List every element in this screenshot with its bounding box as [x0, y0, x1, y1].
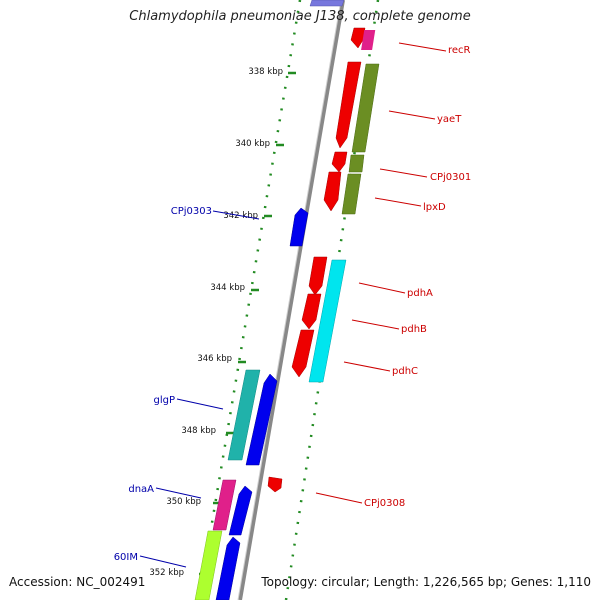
- misc-pdh-operon: [308, 259, 347, 383]
- cds-CPj0308: [267, 476, 283, 493]
- callout-line: [374, 197, 422, 207]
- map-title: Chlamydophila pneumoniae J138, complete …: [129, 9, 471, 24]
- callout-line: [155, 487, 202, 499]
- callout-line: [343, 361, 391, 372]
- gene-label-lpxD: lpxD: [423, 202, 446, 213]
- cds-pdhC: [291, 329, 315, 378]
- gene-label-CPj0303: CPj0303: [171, 206, 212, 217]
- gene-label-60IM: 60IM: [114, 552, 138, 563]
- topology-text: Topology: circular; Length: 1,226,565 bp…: [261, 575, 591, 589]
- accession-text: Accession: NC_002491: [9, 575, 146, 589]
- callout-line: [315, 492, 363, 504]
- cds-CPj0301: [331, 151, 348, 173]
- callout-line: [139, 555, 187, 568]
- inner-dotted-ring: [197, 0, 302, 600]
- tick-label: 348 kbp: [181, 426, 216, 436]
- cds-pdhB: [301, 293, 322, 330]
- cds-glgP: [245, 373, 278, 466]
- callout-line: [398, 42, 447, 52]
- misc-yaeT: [351, 63, 380, 153]
- cds-pdhA: [308, 256, 328, 296]
- cds-60IM: [215, 536, 241, 600]
- cds-dnaA: [228, 485, 253, 536]
- gene-label-pdhA: pdhA: [407, 288, 433, 299]
- tick-label: 340 kbp: [235, 139, 270, 149]
- callout-line: [351, 319, 400, 330]
- cds-recR: [350, 27, 366, 49]
- callout-line: [388, 110, 436, 120]
- misc-CPj0301: [348, 154, 365, 173]
- tick-label: 352 kbp: [149, 568, 184, 578]
- cds-top-reverse: [309, 0, 345, 7]
- gene-label-CPj0308: CPj0308: [364, 498, 405, 509]
- callout-line: [358, 282, 406, 294]
- rrna-dnaA: [212, 479, 237, 531]
- gene-label-yaeT: yaeT: [437, 114, 462, 125]
- callout-line: [176, 398, 224, 410]
- misc-lpxD: [341, 173, 362, 215]
- tick-label: 338 kbp: [248, 67, 283, 77]
- gene-label-CPj0301: CPj0301: [430, 172, 471, 183]
- callout-line: [379, 168, 428, 178]
- cds-CPj0303: [289, 207, 309, 247]
- callout-line: [212, 210, 260, 220]
- gene-label-dnaA: dnaA: [128, 484, 154, 495]
- tick-label: 346 kbp: [197, 354, 232, 364]
- gene-label-recR: recR: [448, 45, 471, 56]
- tick-label: 350 kbp: [166, 497, 201, 507]
- tick-label: 344 kbp: [210, 283, 245, 293]
- cds-yaeT: [335, 61, 362, 149]
- gene-label-glgP: glgP: [153, 395, 175, 406]
- genome-backbone: [238, 0, 345, 600]
- genome-backbone-highlight: [237, 0, 342, 600]
- misc-glgP: [227, 369, 261, 461]
- gene-label-pdhB: pdhB: [401, 324, 427, 335]
- rrna-recR-adjacent: [361, 30, 376, 50]
- misc-60IM: [194, 530, 223, 600]
- cds-lpxD: [323, 171, 342, 212]
- gene-label-pdhC: pdhC: [392, 366, 418, 377]
